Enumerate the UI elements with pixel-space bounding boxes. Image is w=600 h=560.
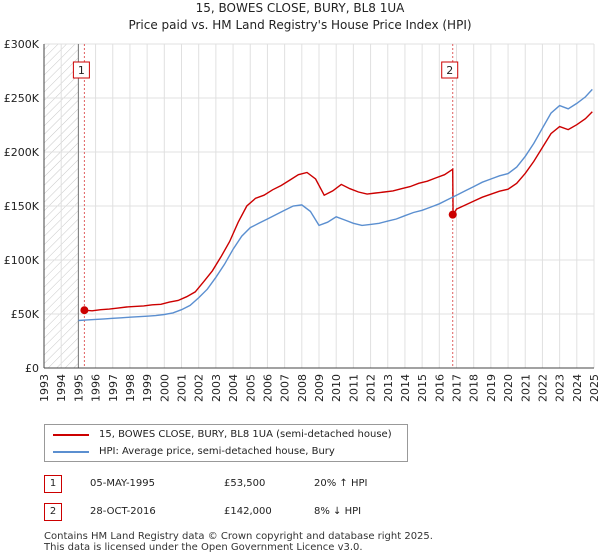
- x-tick-label: 2024: [571, 374, 584, 402]
- x-tick-label: 1999: [141, 374, 154, 402]
- x-tick-label: 1994: [55, 374, 68, 402]
- x-tick-label: 2012: [365, 374, 378, 402]
- chart-subtitle: Price paid vs. HM Land Registry's House …: [128, 18, 471, 32]
- sale-price-2: £142,000: [224, 506, 272, 517]
- x-tick-label: 2008: [296, 374, 309, 402]
- x-tick-label: 1998: [124, 374, 137, 402]
- x-tick-label: 2025: [588, 374, 600, 402]
- x-tick-label: 2001: [176, 374, 189, 402]
- x-tick-label: 1993: [38, 374, 51, 402]
- footer-line-2: This data is licensed under the Open Gov…: [44, 542, 363, 553]
- y-tick-label: £250K: [4, 92, 40, 105]
- sale-marker-label: 1: [78, 64, 85, 77]
- x-tick-label: 2002: [193, 374, 206, 402]
- x-tick-label: 2007: [279, 374, 292, 402]
- x-tick-label: 2015: [416, 374, 429, 402]
- legend-swatch-property: [53, 434, 89, 436]
- x-tick-label: 2005: [244, 374, 257, 402]
- sale-date-1: 05-MAY-1995: [90, 478, 156, 489]
- x-tick-label: 2021: [519, 374, 532, 402]
- hpi-line: [78, 88, 593, 322]
- y-tick-label: £100K: [4, 254, 40, 267]
- x-tick-label: 2006: [261, 374, 274, 402]
- sale-hpi-1: 20% ↑ HPI: [314, 478, 368, 489]
- y-tick-label: £0: [25, 362, 39, 375]
- legend-item-property: 15, BOWES CLOSE, BURY, BL8 1UA (semi-det…: [45, 426, 407, 444]
- sale-badge-2: 2: [44, 503, 62, 521]
- y-tick-label: £50K: [11, 308, 40, 321]
- property-price-line: [84, 111, 593, 312]
- sale-marker-label: 2: [446, 64, 453, 77]
- x-tick-label: 2017: [451, 374, 464, 402]
- x-tick-label: 1997: [107, 374, 120, 402]
- sale-marker-badge: [441, 61, 459, 79]
- x-tick-label: 2009: [313, 374, 326, 402]
- y-tick-label: £200K: [4, 146, 40, 159]
- price-chart: 15, BOWES CLOSE, BURY, BL8 1UA Price pai…: [4, 1, 600, 402]
- legend-item-hpi: HPI: Average price, semi-detached house,…: [45, 443, 407, 461]
- legend-label-hpi: HPI: Average price, semi-detached house,…: [99, 446, 335, 457]
- sale-row-2: 2 28-OCT-2016 £142,000 8% ↓ HPI: [44, 502, 444, 522]
- sale-marker-badge: [72, 61, 90, 79]
- sale-point: [80, 306, 89, 315]
- sale-price-1: £53,500: [224, 478, 266, 489]
- footer: Contains HM Land Registry data © Crown c…: [44, 531, 433, 553]
- x-tick-label: 2011: [347, 374, 360, 402]
- legend-label-property: 15, BOWES CLOSE, BURY, BL8 1UA (semi-det…: [99, 429, 392, 440]
- sale-hpi-2: 8% ↓ HPI: [314, 506, 362, 517]
- x-tick-label: 2014: [399, 374, 412, 402]
- sale-point: [448, 210, 457, 219]
- legend: 15, BOWES CLOSE, BURY, BL8 1UA (semi-det…: [44, 424, 408, 462]
- x-tick-label: 2003: [210, 374, 223, 402]
- sale-row-1: 1 05-MAY-1995 £53,500 20% ↑ HPI: [44, 474, 444, 494]
- x-tick-label: 2010: [330, 374, 343, 402]
- legend-swatch-hpi: [53, 451, 89, 453]
- x-tick-label: 2013: [382, 374, 395, 402]
- sale-date-2: 28-OCT-2016: [90, 506, 156, 517]
- sale-badge-1: 1: [44, 475, 62, 493]
- x-tick-label: 1995: [72, 374, 85, 402]
- y-tick-label: £150K: [4, 200, 40, 213]
- x-tick-label: 2023: [554, 374, 567, 402]
- x-tick-label: 2000: [158, 374, 171, 402]
- footer-line-1: Contains HM Land Registry data © Crown c…: [44, 531, 433, 542]
- x-tick-label: 2018: [468, 374, 481, 402]
- y-tick-label: £300K: [4, 38, 40, 51]
- x-tick-label: 2019: [485, 374, 498, 402]
- x-tick-label: 2020: [502, 374, 515, 402]
- chart-title: 15, BOWES CLOSE, BURY, BL8 1UA: [196, 1, 405, 15]
- x-tick-label: 2016: [433, 374, 446, 402]
- x-tick-label: 1996: [90, 374, 103, 402]
- x-tick-label: 2022: [536, 374, 549, 402]
- x-tick-label: 2004: [227, 374, 240, 402]
